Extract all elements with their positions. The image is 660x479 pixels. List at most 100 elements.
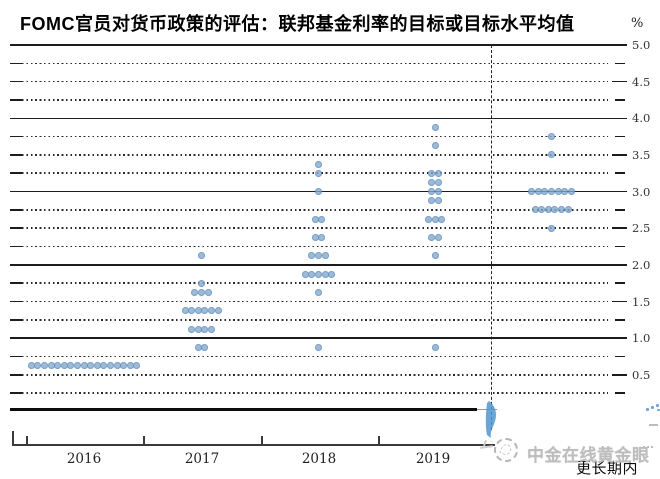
y-axis-tick-label: 2.0 [632,257,651,272]
projection-dot [315,252,322,260]
projection-dot [548,188,555,196]
chart-title: FOMC官员对货币政策的评估：联邦基金利率的目标或目标水平均值 [20,14,575,34]
projection-dot [47,362,55,370]
blue-brush-glyph [485,401,497,438]
gridline-solid [10,337,627,339]
x-axis-tick [143,436,145,444]
x-axis-tick [261,436,263,444]
projection-dot [188,325,196,333]
projection-dot [548,224,555,232]
x-axis-line [12,444,495,446]
projection-dot [315,288,322,296]
projection-dot [207,325,215,333]
gridline-dotted [22,282,608,285]
projection-dot [431,252,439,260]
gridline-left-tick [10,209,22,211]
gridline-solid [10,44,627,46]
projection-dot [27,362,35,370]
projection-dot [201,307,209,315]
gridline-right-tick [612,374,627,376]
projection-dot [198,252,205,260]
projection-dot [126,362,134,370]
projection-dot [428,188,436,196]
y-axis-tick-label: 4.5 [632,74,651,89]
projection-dot [113,362,121,370]
x-axis-tick [378,436,380,444]
projection-dot [106,362,114,370]
gridline-right-tick [615,355,625,358]
projection-dot [321,270,329,278]
gridline-left-tick [10,392,22,394]
x-axis-year-label: 2016 [66,451,102,467]
gridline-dotted [22,209,608,211]
y-axis-tick-label: 0.5 [632,367,651,382]
projection-dot [194,307,202,315]
x-axis-year-label: 2018 [301,451,337,467]
projection-dot [548,151,555,159]
gridline-right-tick [615,209,625,211]
projection-dot [181,307,189,315]
gridline-solid [10,117,627,120]
projection-dot [40,362,48,370]
gridline-right-tick [612,80,627,83]
projection-dot [311,215,319,223]
projection-dot [188,307,196,315]
projection-dot [194,325,202,333]
gridline-left-tick [10,355,22,358]
projection-dot [428,178,436,186]
gridline-left-tick [10,300,22,303]
gridline-left-tick [10,62,22,65]
projection-dot [318,233,326,241]
projection-dot [318,215,326,223]
gridline-left-tick [10,154,22,156]
projection-dot [531,206,539,214]
projection-dot [541,188,549,196]
projection-dot [308,270,316,278]
gridline-right-tick [615,319,625,321]
y-axis-tick-label: 4.0 [632,111,651,126]
projection-dot [201,343,209,351]
gridline-right-tick [615,172,625,175]
x-axis-year-label: 2017 [184,451,220,467]
gridline-left-tick [10,282,22,285]
gridline-left-tick [10,135,22,138]
projection-dot [544,206,552,214]
y-axis-unit-label: % [631,16,644,31]
gridline-dotted [22,392,608,394]
projection-dot [564,206,572,214]
projection-dot [198,288,205,296]
projection-dot [567,188,575,196]
projection-dot [315,270,322,278]
gridline-right-tick [615,392,625,394]
projection-dot [301,270,309,278]
gridline-dotted [22,355,608,358]
projection-dot [54,362,62,370]
gridline-dotted [22,99,608,101]
projection-dot [93,362,101,370]
projection-dot [431,142,439,150]
projection-dot [214,307,222,315]
projection-dot [438,215,446,223]
projection-dot [434,188,442,196]
projection-dot [534,188,542,196]
gridline-right-tick [612,154,627,156]
y-axis-tick-label: 5.0 [632,38,651,52]
gridline-right-tick [615,245,625,248]
gridline-right-tick [615,282,625,285]
gridline-dotted [22,227,608,230]
projection-dot [431,215,439,223]
projection-dot [315,188,322,196]
projection-dot [311,233,319,241]
x-axis-year-label: 2019 [415,451,451,467]
y-axis-tick-label: 1.0 [632,331,651,346]
projection-dot [204,288,212,296]
gridline-dotted [22,300,608,303]
gridline-right-tick [612,227,627,230]
y-axis-tick-label: 3.0 [632,184,651,199]
gridline-right-tick [615,62,625,65]
gridline-left-tick [10,227,22,230]
projection-dot [80,362,88,370]
projection-dot [538,206,546,214]
projection-dot [428,197,436,205]
